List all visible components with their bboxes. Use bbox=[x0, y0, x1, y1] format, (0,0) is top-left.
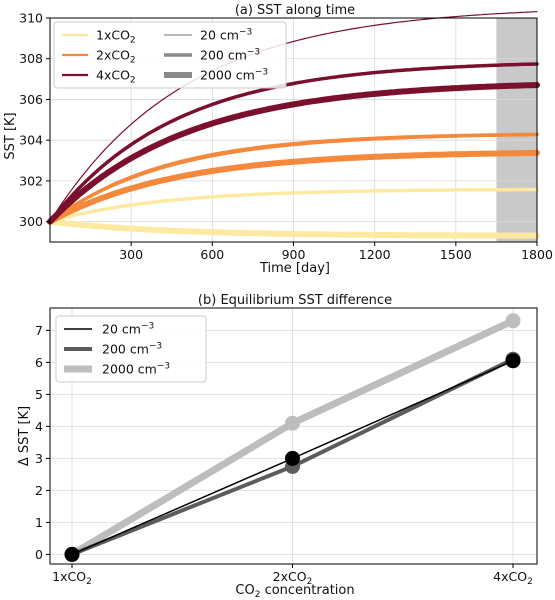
panel-b-x-tick-base: 4xCO bbox=[493, 569, 527, 584]
panel-a-series-1xCO2-200 bbox=[48, 187, 539, 224]
panel-a-legend-co2-label: 2xCO2 bbox=[96, 48, 136, 66]
panel-b-title: (b) Equilibrium SST difference bbox=[198, 293, 392, 308]
panel-a-x-tick-label: 300 bbox=[119, 247, 143, 262]
panel-a-shaded-region bbox=[496, 18, 537, 242]
panel-b-legend-base: 200 cm bbox=[102, 342, 149, 357]
panel-a-legend-ccn-sup: −3 bbox=[255, 68, 268, 78]
panel-b-data-point bbox=[285, 415, 300, 431]
panel-a-legend-co2-sub: 2 bbox=[130, 76, 136, 86]
panel-b-legend-label: 200 cm−3 bbox=[102, 342, 162, 357]
panel-a-legend-co2-base: 1xCO bbox=[96, 28, 130, 43]
panel-b-y-tick-label: 7 bbox=[35, 323, 43, 338]
panel-b-legend-sup: −3 bbox=[157, 362, 170, 372]
panel-a-y-tick-label: 302 bbox=[19, 173, 43, 188]
panel-b-legend-sup: −3 bbox=[149, 342, 162, 352]
panel-b-legend-base: 2000 cm bbox=[102, 362, 157, 377]
panel-b-legend-base: 20 cm bbox=[102, 322, 141, 337]
panel-b-data-point bbox=[505, 353, 521, 369]
panel-a-series-2xCO2-2000 bbox=[47, 149, 540, 225]
panel-a-legend-ccn-base: 200 cm bbox=[200, 48, 247, 63]
panel-a-legend-ccn-sup: −3 bbox=[247, 48, 260, 58]
panel-a-y-tick-label: 308 bbox=[19, 51, 43, 66]
panel-a-y-tick-label: 300 bbox=[19, 214, 43, 229]
panel-b-frame bbox=[49, 307, 538, 565]
panel-a-legend-co2-label: 1xCO2 bbox=[96, 28, 136, 46]
panel-b: (b) Equilibrium SST difference 1xCO2 2xCO… bbox=[17, 293, 538, 600]
panel-b-x-ticks: 1xCO2 2xCO2 4xCO2 bbox=[52, 564, 533, 587]
panel-a-x-tick-label: 1500 bbox=[440, 247, 472, 262]
panel-b-x-tick-sub: 2 bbox=[527, 577, 533, 587]
panel-a-x-tick-label: 900 bbox=[282, 247, 306, 262]
panel-a-y-label: SST [K] bbox=[3, 112, 18, 159]
panel-b-x-tick-label: 1xCO2 bbox=[52, 569, 92, 587]
panel-b-y-tick-label: 0 bbox=[35, 547, 43, 562]
panel-a-y-tick-label: 310 bbox=[19, 11, 43, 26]
panel-b-x-tick-sub: 2 bbox=[307, 577, 313, 587]
panel-a-legend-ccn-label: 2000 cm−3 bbox=[200, 68, 268, 83]
panel-a-x-ticks: 300 600 900 1200 1500 1800 bbox=[119, 242, 553, 262]
panel-a-series-2xCO2-200 bbox=[48, 132, 539, 224]
panel-a-series-4xCO2-20 bbox=[49, 11, 538, 223]
panel-a-legend-co2-base: 2xCO bbox=[96, 48, 130, 63]
panel-a-legend-co2-base: 4xCO bbox=[96, 68, 130, 83]
panel-a-y-tick-label: 304 bbox=[19, 133, 43, 148]
panel-a-legend-ccn-label: 20 cm−3 bbox=[200, 28, 252, 43]
panel-a-legend-co2-label: 4xCO2 bbox=[96, 68, 136, 86]
panel-b-legend-box bbox=[55, 315, 207, 383]
panel-b-series bbox=[64, 313, 521, 562]
panel-b-y-ticks: 0 1 2 3 4 5 6 7 bbox=[35, 323, 50, 562]
panel-b-y-tick-label: 2 bbox=[35, 483, 43, 498]
panel-a-x-tick-label: 1800 bbox=[521, 247, 553, 262]
panel-b-x-label-rest: concentration bbox=[260, 583, 354, 598]
panel-b-legend-label: 20 cm−3 bbox=[102, 322, 154, 337]
panel-a-series bbox=[47, 11, 540, 239]
panel-b-legend-sup: −3 bbox=[141, 322, 154, 332]
panel-b-y-tick-label: 3 bbox=[35, 451, 43, 466]
panel-a-legend-ccn-base: 2000 cm bbox=[200, 68, 255, 83]
panel-a-x-tick-label: 600 bbox=[200, 247, 224, 262]
panel-a-series-4xCO2-2000 bbox=[47, 82, 540, 225]
panel-b-y-tick-label: 4 bbox=[35, 419, 43, 434]
panel-b-y-tick-label: 6 bbox=[35, 355, 43, 370]
panel-a-y-ticks: 300 302 304 306 308 310 bbox=[19, 11, 50, 229]
panel-b-x-label-sub: 2 bbox=[255, 590, 261, 600]
panel-a-x-tick-label: 1200 bbox=[359, 247, 391, 262]
panel-b-x-label-base: CO bbox=[235, 583, 254, 598]
panel-a-legend-ccn-label: 200 cm−3 bbox=[200, 48, 260, 63]
panel-a-series-1xCO2-2000 bbox=[47, 218, 540, 239]
panel-a-legend-ccn-base: 20 cm bbox=[200, 28, 239, 43]
panel-b-y-tick-label: 5 bbox=[35, 387, 43, 402]
panel-b-x-tick-base: 2xCO bbox=[273, 569, 307, 584]
panel-a-y-tick-label: 306 bbox=[19, 92, 43, 107]
panel-a-title: (a) SST along time bbox=[235, 3, 355, 18]
panel-b-x-tick-sub: 2 bbox=[86, 577, 92, 587]
panel-b-y-label: Δ SST [K] bbox=[17, 406, 32, 466]
panel-a: (a) SST along time 300 600 900 1200 1500 1800… bbox=[3, 3, 553, 276]
panel-a-legend-co2-sub: 2 bbox=[130, 36, 136, 46]
panel-b-data-point bbox=[285, 450, 300, 466]
panel-a-legend-co2-sub: 2 bbox=[130, 56, 136, 66]
panel-b-x-tick-label: 4xCO2 bbox=[493, 569, 533, 587]
panel-b-y-tick-label: 1 bbox=[35, 515, 43, 530]
panel-b-legend-label: 2000 cm−3 bbox=[102, 362, 170, 377]
panel-a-x-label: Time [day] bbox=[259, 261, 330, 276]
panel-b-x-tick-base: 1xCO bbox=[52, 569, 86, 584]
panel-b-x-tick-label: 2xCO2 bbox=[273, 569, 313, 587]
panel-b-x-label: CO2 concentration bbox=[235, 583, 354, 600]
panel-b-data-point bbox=[64, 546, 80, 562]
panel-a-legend-ccn-sup: −3 bbox=[239, 28, 252, 38]
panel-a-series-4xCO2-200 bbox=[48, 62, 539, 224]
panel-b-data-point bbox=[505, 313, 521, 329]
